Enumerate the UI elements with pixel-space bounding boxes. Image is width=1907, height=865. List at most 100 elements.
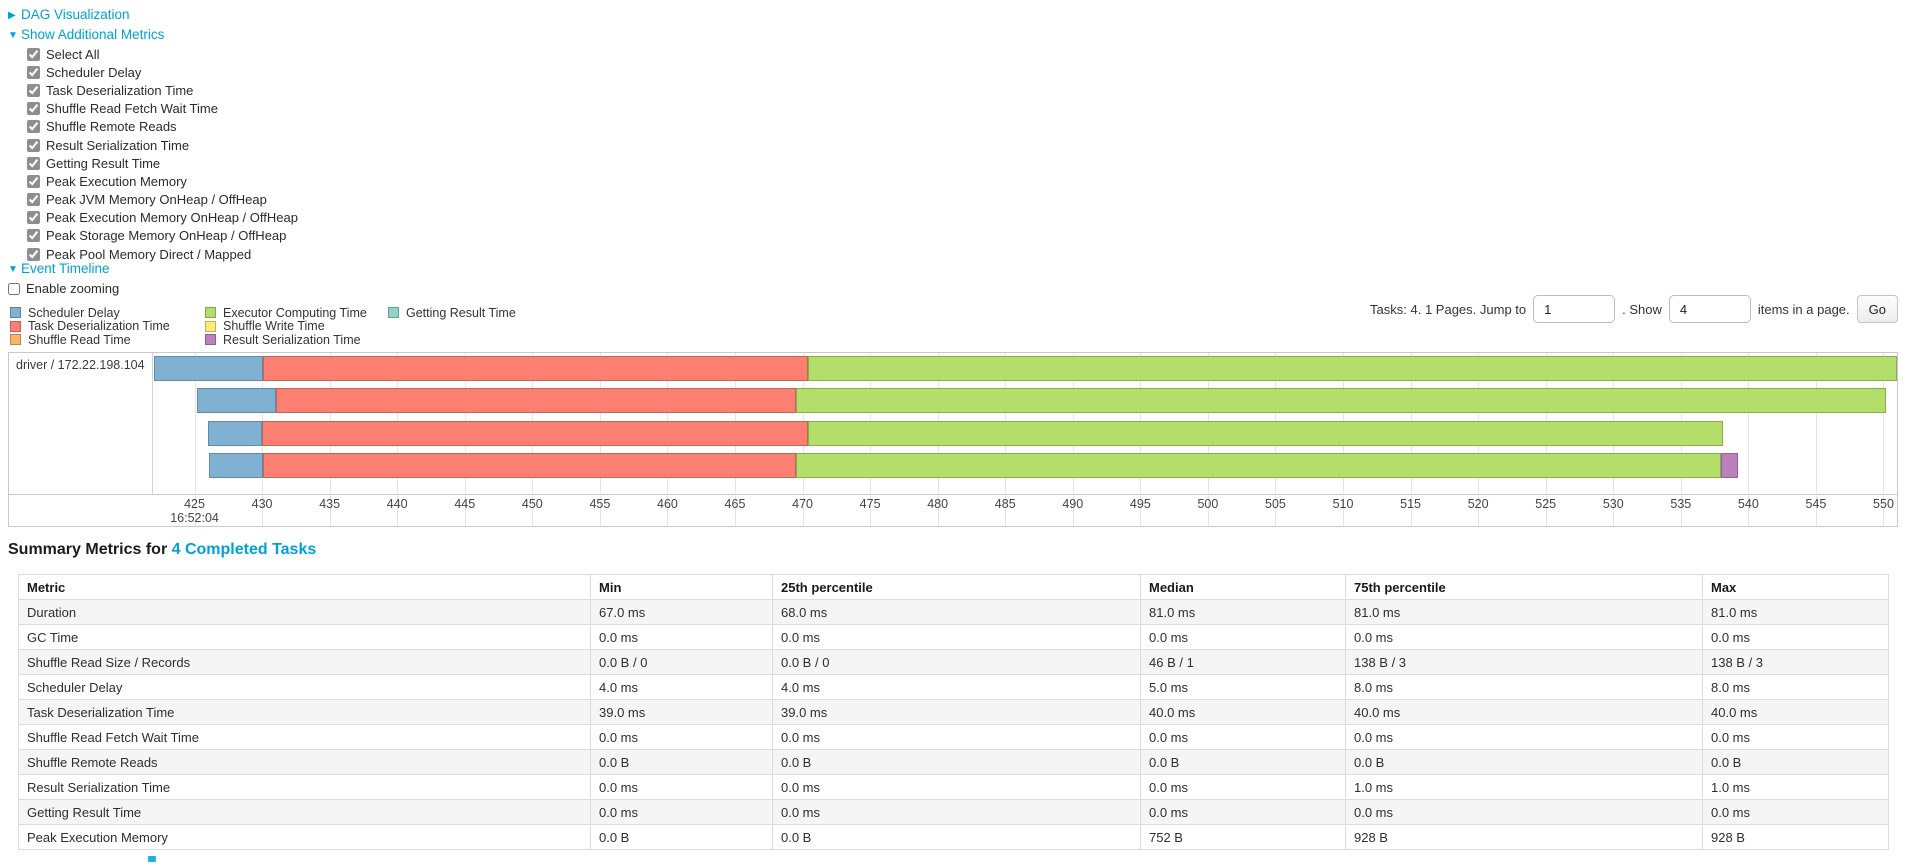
enable-zooming-row[interactable]: Enable zooming [8, 281, 119, 296]
axis-tick-label: 445 [454, 497, 476, 511]
metric-checkbox-row[interactable]: Peak Storage Memory OnHeap / OffHeap [27, 227, 298, 245]
value-cell: 928 B [1702, 824, 1889, 850]
axis-tick-label: 480 [927, 497, 949, 511]
summary-title-text: Summary Metrics for [8, 541, 172, 558]
task-segment-executor_computing[interactable] [795, 453, 1722, 479]
metric-checkbox[interactable] [27, 83, 40, 97]
value-cell: 40.0 ms [1702, 699, 1889, 725]
value-cell: 0.0 B [772, 749, 1141, 775]
metric-checkbox-row[interactable]: Peak JVM Memory OnHeap / OffHeap [27, 191, 298, 209]
metric-checkbox-row[interactable]: Peak Execution Memory [27, 172, 298, 190]
value-cell: 0.0 ms [1702, 624, 1889, 650]
caret-right-icon: ▶ [8, 10, 16, 21]
metric-checkbox-row[interactable]: Shuffle Remote Reads [27, 118, 298, 136]
task-segment-executor_computing[interactable] [807, 356, 1897, 381]
metric-checkbox-row[interactable]: Shuffle Read Fetch Wait Time [27, 100, 298, 118]
axis-tick-label: 520 [1467, 497, 1489, 511]
value-cell: 0.0 B / 0 [590, 649, 773, 675]
legend-item: Result Serialization Time [205, 333, 367, 347]
page-size-input[interactable] [1668, 295, 1751, 323]
axis-tick-label: 540 [1737, 497, 1759, 511]
column-header: Max [1702, 574, 1889, 600]
table-row: Shuffle Read Fetch Wait Time 0.0 ms 0.0 ms… [18, 724, 1889, 750]
value-cell: 81.0 ms [1702, 599, 1889, 625]
value-cell: 752 B [1140, 824, 1346, 850]
metric-checkbox-row[interactable]: Select All [27, 45, 298, 63]
value-cell: 0.0 ms [1702, 724, 1889, 750]
pagination-summary: Tasks: 4. 1 Pages. Jump to [1370, 301, 1527, 317]
task-segment-task_deserialization[interactable] [263, 453, 796, 479]
metric-checkbox-row[interactable]: Getting Result Time [27, 154, 298, 172]
task-segment-scheduler_delay[interactable] [154, 356, 264, 381]
show-additional-metrics-link[interactable]: Show Additional Metrics [21, 27, 165, 42]
metric-checkbox-list: Select All Scheduler Delay Task Deserializ… [27, 45, 298, 263]
task-segment-task_deserialization[interactable] [262, 420, 808, 446]
value-cell: 138 B / 3 [1702, 649, 1889, 675]
metric-checkbox[interactable] [27, 47, 40, 61]
metric-checkbox-row[interactable]: Peak Pool Memory Direct / Mapped [27, 245, 298, 263]
table-row: Shuffle Read Size / Records 0.0 B / 0 0.0 … [18, 649, 1889, 675]
pagination-items-label: items in a page. [1757, 301, 1850, 317]
timeline-row-label: driver / 172.22.198.104 [9, 353, 153, 494]
axis-tick-label: 490 [1062, 497, 1084, 511]
task-segment-task_deserialization[interactable] [263, 356, 808, 381]
task-bar [154, 356, 1897, 381]
metric-checkbox-row[interactable]: Task Deserialization Time [27, 81, 298, 99]
metric-checkbox-row[interactable]: Scheduler Delay [27, 63, 298, 81]
metric-checkbox[interactable] [27, 156, 40, 170]
value-cell: 0.0 ms [772, 624, 1141, 650]
getting_result-swatch [388, 307, 399, 319]
column-header: Median [1140, 574, 1346, 600]
jump-to-page-input[interactable] [1533, 295, 1616, 323]
dag-visualization-link[interactable]: DAG Visualization [21, 7, 130, 22]
metric-checkbox-row[interactable]: Peak Execution Memory OnHeap / OffHeap [27, 209, 298, 227]
metric-checkbox[interactable] [27, 193, 40, 207]
timeline-axis-line [9, 494, 1897, 495]
axis-tick-label: 500 [1197, 497, 1219, 511]
legend-item: Shuffle Write Time [205, 319, 367, 333]
axis-tick-label: 435 [319, 497, 341, 511]
metric-checkbox-row[interactable]: Result Serialization Time [27, 136, 298, 154]
value-cell: 0.0 B [772, 824, 1141, 850]
gridline [1815, 353, 1817, 526]
value-cell: 68.0 ms [772, 599, 1141, 625]
metric-checkbox[interactable] [27, 174, 40, 188]
metric-checkbox[interactable] [27, 65, 40, 79]
value-cell: 40.0 ms [1140, 699, 1346, 725]
event-timeline-link[interactable]: Event Timeline [21, 261, 110, 276]
axis-tick-label: 470 [792, 497, 813, 511]
value-cell: 0.0 ms [1345, 799, 1703, 825]
completed-tasks-link[interactable]: 4 Completed Tasks [171, 541, 317, 558]
metric-checkbox[interactable] [27, 229, 40, 243]
go-button[interactable]: Go [1856, 295, 1898, 323]
task-segment-executor_computing[interactable] [795, 388, 1887, 414]
value-cell: 0.0 B [590, 749, 773, 775]
task_deserialization-swatch [10, 320, 21, 332]
value-cell: 40.0 ms [1345, 699, 1703, 725]
task-segment-executor_computing[interactable] [807, 420, 1723, 446]
metric-checkbox[interactable] [27, 211, 40, 225]
value-cell: 0.0 B [1345, 749, 1703, 775]
gridline [1748, 353, 1750, 526]
metric-checkbox[interactable] [27, 102, 40, 116]
value-cell: 0.0 B / 0 [772, 649, 1141, 675]
task-bar [154, 420, 1897, 446]
value-cell: 0.0 B [1140, 749, 1346, 775]
task-segment-scheduler_delay[interactable] [208, 420, 263, 446]
axis-tick-label: 450 [521, 497, 543, 511]
task-segment-scheduler_delay[interactable] [197, 388, 276, 414]
task-segment-task_deserialization[interactable] [275, 388, 796, 414]
metric-checkbox[interactable] [27, 120, 40, 134]
value-cell: 0.0 ms [772, 774, 1141, 800]
metric-checkbox[interactable] [27, 247, 40, 261]
table-row: Result Serialization Time 0.0 ms 0.0 ms 0.0… [18, 774, 1889, 800]
task-segment-result_serialization[interactable] [1721, 453, 1738, 479]
task-segment-scheduler_delay[interactable] [209, 453, 264, 479]
axis-tick-label: 440 [386, 497, 408, 511]
enable-zooming-checkbox[interactable] [8, 282, 20, 295]
value-cell: 39.0 ms [772, 699, 1141, 725]
metric-checkbox[interactable] [27, 138, 40, 152]
metric-checkbox-label: Task Deserialization Time [46, 82, 194, 98]
value-cell: 0.0 ms [1345, 624, 1703, 650]
legend-item-label: Result Serialization Time [223, 332, 361, 347]
